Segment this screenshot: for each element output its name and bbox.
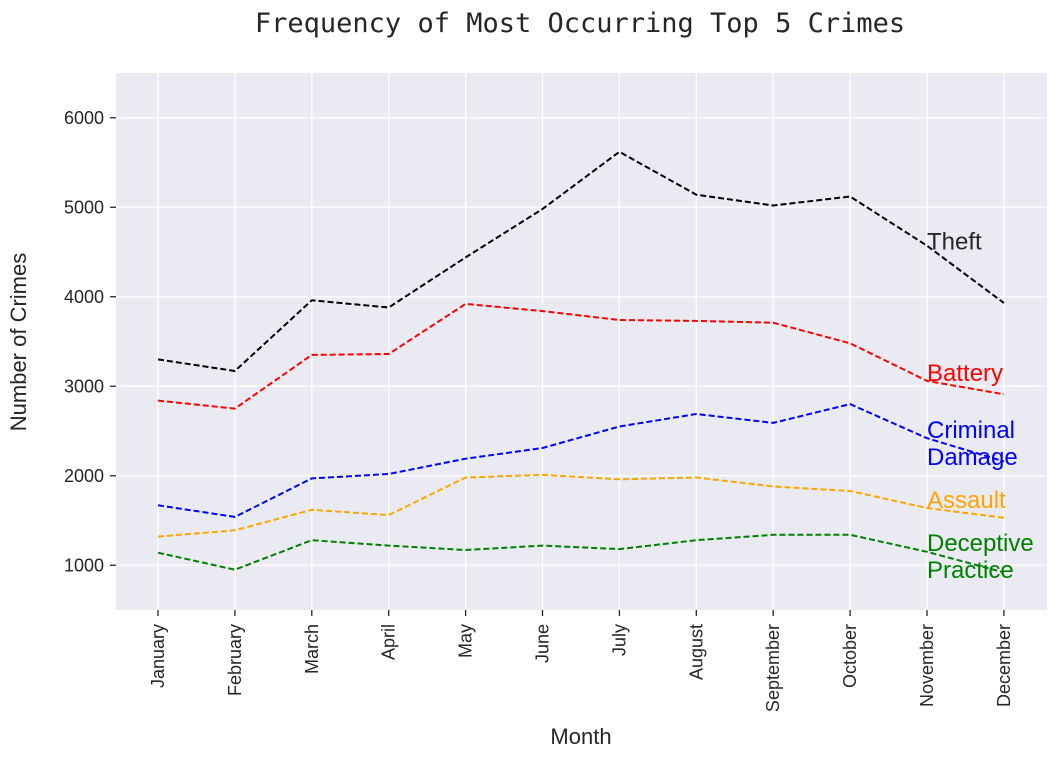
series-lines [157,150,1005,574]
x-axis-ticks: January February March April May June July Augu… [148,610,1014,712]
y-axis-ticks: 1000 2000 3000 4000 5000 6000 [64,108,116,575]
x-tick-label: August [686,624,706,680]
x-tick-label: September [763,624,783,712]
x-tick-label: March [302,624,322,674]
series-line [157,403,1005,518]
plot-area [116,73,1047,610]
x-tick-label: April [379,624,399,660]
x-tick-label: February [225,624,245,696]
series-label: Deceptive [927,530,1034,557]
y-tick-label: 4000 [64,287,104,307]
x-tick-label: July [609,624,629,656]
y-tick-label: 1000 [64,555,104,575]
x-tick-label: May [456,624,476,658]
grid-lines [116,73,1047,610]
series-line [157,302,1005,410]
x-tick-label: January [148,624,168,688]
series-label: Theft [927,229,982,256]
x-tick-label: November [917,624,937,707]
series-label: Assault [927,487,1006,514]
y-tick-label: 6000 [64,108,104,128]
series-label: Damage [927,444,1018,471]
series-line [157,473,1005,538]
series-line [157,150,1005,372]
chart-title: Frequency of Most Occurring Top 5 Crimes [255,8,905,39]
y-tick-label: 2000 [64,466,104,486]
series-label: Practice [927,557,1014,584]
series-line [157,533,1005,574]
series-label: Criminal [927,417,1015,444]
x-tick-label: December [994,624,1014,707]
x-tick-label: October [840,624,860,688]
series-label: Battery [927,360,1003,387]
x-tick-label: June [533,624,553,663]
y-axis-label: Number of Crimes [6,253,31,431]
y-tick-label: 5000 [64,197,104,217]
x-axis-label: Month [550,724,611,749]
y-tick-label: 3000 [64,376,104,396]
